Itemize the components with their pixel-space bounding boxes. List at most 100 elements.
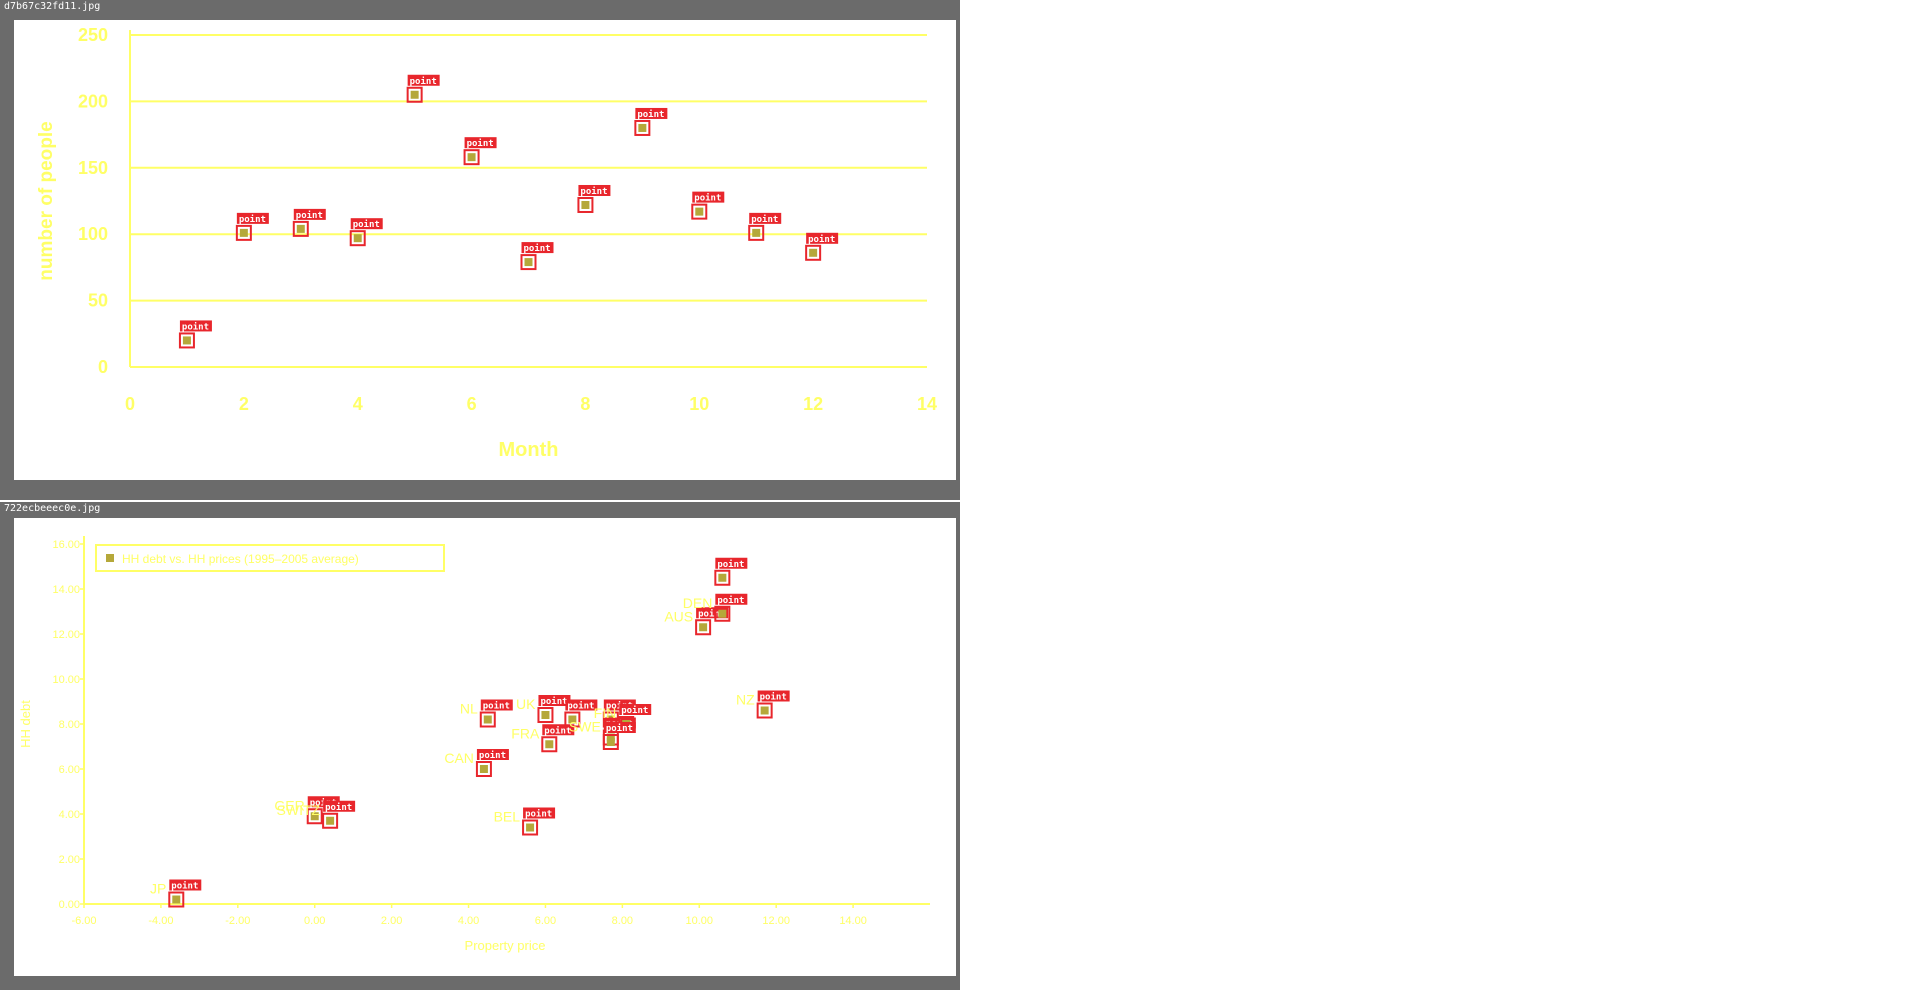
y-tick-label: 0 bbox=[98, 357, 108, 377]
x-tick-label: 6.00 bbox=[535, 915, 556, 927]
data-point bbox=[809, 248, 818, 257]
chart-background bbox=[14, 518, 956, 976]
data-point bbox=[467, 153, 476, 162]
x-tick-label: 10 bbox=[689, 394, 709, 414]
y-tick-label: 6.00 bbox=[59, 764, 80, 776]
legend-label: HH debt vs. HH prices (1995–2005 average… bbox=[122, 552, 359, 566]
chart-panel-top: d7b67c32fd11.jpg 0 50 100 150 200 250 0 2 4 6 8 10 1… bbox=[0, 0, 960, 500]
detection-tag bbox=[523, 807, 556, 819]
country-label: DEN bbox=[683, 595, 713, 611]
detection-tag bbox=[692, 191, 725, 203]
x-tick-label: 14 bbox=[917, 394, 937, 414]
detection-box bbox=[306, 808, 323, 825]
data-point bbox=[239, 228, 248, 237]
y-tick-label: 8.00 bbox=[59, 719, 80, 731]
x-tick-label: 0 bbox=[125, 394, 135, 414]
detection-tag bbox=[293, 208, 326, 220]
data-point bbox=[752, 228, 761, 237]
detection-label: point bbox=[544, 725, 571, 736]
data-point bbox=[699, 623, 708, 632]
y-tick-label: 0.00 bbox=[59, 899, 80, 911]
x-tick-label: 8.00 bbox=[612, 915, 633, 927]
detection-label: point bbox=[524, 243, 551, 254]
detection-tag bbox=[749, 212, 782, 224]
country-label: AUS bbox=[664, 608, 693, 624]
x-tick-label: 6 bbox=[467, 394, 477, 414]
detection-label: point bbox=[760, 692, 787, 703]
debt-price-scatter-chart: 0.00 2.00 4.00 6.00 8.00 10.00 12.00 14.00 16.00… bbox=[14, 518, 956, 976]
country-label: UK bbox=[516, 696, 536, 712]
detection-box bbox=[541, 736, 558, 753]
data-point bbox=[695, 207, 704, 216]
detection-box bbox=[577, 196, 594, 213]
detection-tag bbox=[521, 242, 554, 254]
y-tick-label: 4.00 bbox=[59, 809, 80, 821]
data-point bbox=[718, 609, 727, 618]
y-tick-label: 150 bbox=[78, 158, 108, 178]
detection-box bbox=[602, 734, 619, 750]
country-label: SWE bbox=[569, 719, 601, 735]
detection-label: point bbox=[808, 234, 835, 245]
legend-marker bbox=[106, 554, 114, 562]
data-point bbox=[326, 816, 335, 825]
detection-tag bbox=[480, 699, 513, 711]
x-axis-label: Month bbox=[499, 439, 559, 461]
x-tick-label: -2.00 bbox=[225, 915, 250, 927]
detection-box bbox=[235, 224, 252, 241]
detection-box bbox=[479, 711, 496, 728]
country-label: NZ bbox=[736, 692, 755, 708]
month-people-scatter-chart: 0 50 100 150 200 250 0 2 4 6 8 10 12 14 Month number of… bbox=[14, 20, 956, 480]
detection-box bbox=[520, 254, 537, 271]
data-point bbox=[606, 733, 615, 742]
x-tick-label: 12.00 bbox=[762, 915, 790, 927]
y-tick-label: 50 bbox=[88, 291, 108, 311]
detection-tag bbox=[565, 699, 598, 711]
y-tick-label: 14.00 bbox=[52, 584, 80, 596]
detection-tag bbox=[542, 724, 575, 736]
detection-label: point bbox=[171, 881, 198, 892]
detection-label: point bbox=[410, 76, 437, 87]
detection-box bbox=[463, 149, 480, 166]
data-point bbox=[606, 738, 615, 746]
detection-tag bbox=[696, 607, 729, 619]
data-point bbox=[524, 258, 533, 267]
x-tick-label: 8 bbox=[580, 394, 590, 414]
detection-label: point bbox=[483, 701, 510, 712]
y-tick-label: 250 bbox=[78, 25, 108, 45]
country-label: GER bbox=[274, 797, 304, 813]
country-label: FRA bbox=[511, 725, 540, 741]
x-tick-label: 10.00 bbox=[686, 915, 714, 927]
detection-label: point bbox=[467, 138, 494, 149]
detection-label: point bbox=[717, 559, 744, 570]
data-point bbox=[581, 200, 590, 209]
detection-label: point bbox=[540, 696, 567, 707]
data-point bbox=[568, 715, 577, 724]
detection-box bbox=[714, 569, 731, 586]
detection-box bbox=[406, 86, 423, 103]
detection-box bbox=[714, 605, 731, 622]
detection-label: point bbox=[239, 214, 266, 225]
x-axis-label: Property price bbox=[465, 938, 546, 953]
country-label: NL bbox=[460, 701, 478, 717]
detection-box bbox=[805, 244, 822, 261]
data-point bbox=[310, 812, 319, 821]
detection-tag bbox=[476, 749, 509, 760]
data-point bbox=[296, 224, 305, 233]
detection-label: point bbox=[621, 705, 648, 716]
detection-tag bbox=[407, 74, 440, 86]
detection-label: point bbox=[182, 321, 209, 332]
detection-label: point bbox=[325, 802, 352, 813]
data-point bbox=[172, 895, 181, 904]
detection-box bbox=[322, 812, 339, 829]
detection-label: point bbox=[637, 109, 664, 120]
file-caption-bottom: 722ecbeeec0e.jpg bbox=[4, 503, 101, 514]
detection-box bbox=[168, 891, 185, 908]
detection-box bbox=[292, 220, 309, 237]
y-tick-label: 10.00 bbox=[52, 674, 80, 686]
x-tick-label: 2.00 bbox=[381, 915, 402, 927]
country-label: CAN bbox=[444, 750, 474, 766]
chart-background bbox=[14, 20, 956, 480]
detection-box bbox=[537, 707, 554, 723]
x-tick-label: 4.00 bbox=[458, 915, 479, 927]
detection-label: point bbox=[353, 219, 380, 230]
